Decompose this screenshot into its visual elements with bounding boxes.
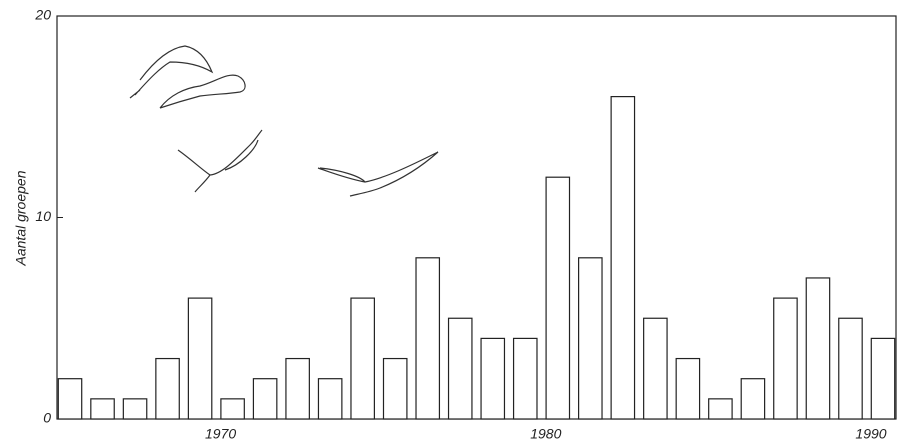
x-tick-label: 1970 xyxy=(205,426,236,442)
bar xyxy=(480,337,506,420)
bird xyxy=(159,74,246,109)
bar xyxy=(740,378,766,420)
bird xyxy=(129,45,214,99)
bar xyxy=(57,378,83,420)
bar xyxy=(447,317,473,420)
bar xyxy=(610,95,636,420)
bar xyxy=(512,337,538,420)
bar xyxy=(675,357,701,420)
bar xyxy=(773,297,798,420)
y-tick-label: 10 xyxy=(35,208,51,224)
bar xyxy=(317,378,343,420)
bar xyxy=(155,357,180,420)
bar xyxy=(90,398,115,420)
x-tick-label: 1980 xyxy=(530,426,561,442)
plot-frame xyxy=(56,15,897,420)
bird xyxy=(177,129,263,193)
bird xyxy=(317,151,439,197)
x-tick-label: 1990 xyxy=(855,426,886,442)
bar xyxy=(350,297,375,420)
bar xyxy=(187,297,213,420)
y-tick-label: 0 xyxy=(43,410,51,426)
bar xyxy=(252,378,278,420)
bar xyxy=(415,257,441,420)
bar xyxy=(805,277,831,420)
y-axis-label: Aantal groepen xyxy=(13,170,29,266)
bar xyxy=(220,398,245,420)
bird-illustration xyxy=(129,45,439,197)
bar xyxy=(285,357,310,420)
bar xyxy=(643,317,668,420)
bar xyxy=(122,398,148,420)
bar xyxy=(838,317,863,420)
bar xyxy=(708,398,733,420)
bar xyxy=(382,357,408,420)
bar xyxy=(870,337,896,420)
bar xyxy=(578,257,603,420)
bar xyxy=(545,176,571,420)
y-tick-label: 20 xyxy=(34,7,51,23)
